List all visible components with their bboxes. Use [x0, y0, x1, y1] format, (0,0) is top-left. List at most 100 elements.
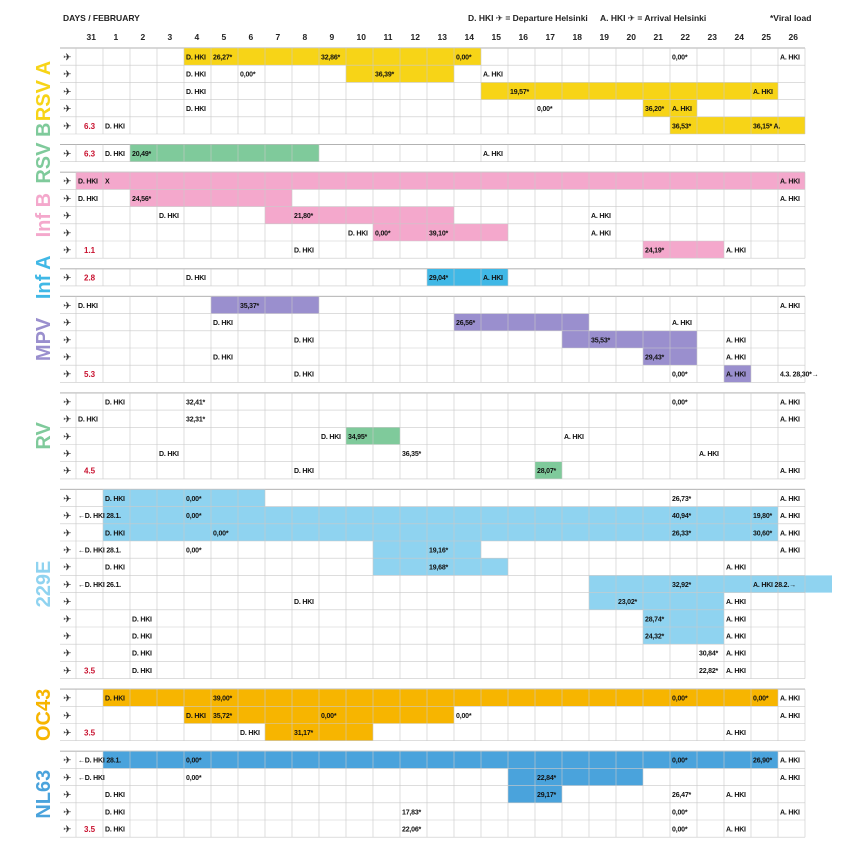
cell-text: D. HKI	[105, 399, 125, 406]
cell-text: 32,86*	[321, 55, 341, 62]
airplane-icon: ✈	[63, 246, 71, 257]
infection-bar	[643, 241, 724, 259]
day-label: 4	[195, 32, 200, 42]
onset-date: 4.5	[84, 467, 96, 476]
day-label: 9	[330, 32, 335, 42]
infection-bar	[184, 48, 481, 66]
day-label: 17	[546, 32, 556, 42]
infection-bar	[670, 116, 805, 134]
day-label: 6	[249, 32, 254, 42]
airplane-icon: ✈	[63, 194, 71, 205]
airplane-icon: ✈	[63, 694, 71, 705]
infection-bar	[103, 523, 778, 541]
cell-text: A. HKI	[780, 713, 800, 720]
airplane-icon: ✈	[63, 494, 71, 505]
cell-text: 36,20*	[645, 106, 665, 113]
cell-text: D. HKI	[294, 468, 314, 475]
cell-text: 17,83*	[402, 809, 422, 816]
day-label: 16	[519, 32, 529, 42]
cell-text: A. HKI	[564, 434, 584, 441]
legend-viral-load: *Viral load	[770, 13, 811, 23]
cell-text: D. HKI	[186, 713, 206, 720]
cell-text: A. HKI	[726, 599, 746, 606]
day-label: 26	[789, 32, 799, 42]
cell-text: 26,27*	[213, 55, 233, 62]
virus-label: OC43	[33, 689, 55, 741]
day-label: 2	[141, 32, 146, 42]
cell-text: A. HKI	[726, 792, 746, 799]
cell-text: 26,90*	[753, 758, 773, 765]
airplane-icon: ✈	[63, 666, 71, 677]
infection-bar	[373, 223, 508, 241]
airplane-icon: ✈	[63, 335, 71, 346]
cell-text: 26,47*	[672, 792, 692, 799]
airplane-icon: ✈	[63, 121, 71, 132]
infection-bar	[76, 172, 805, 190]
cell-text: D. HKI	[159, 451, 179, 458]
cell-text: 26,73*	[672, 496, 692, 503]
cell-text: 0,00*	[672, 399, 688, 406]
day-label: 1	[114, 32, 119, 42]
airplane-icon: ✈	[63, 528, 71, 539]
cell-text: 30,60*	[753, 530, 773, 537]
cell-text: D. HKI	[105, 123, 125, 130]
cell-text: D. HKI	[186, 275, 206, 282]
cell-text: ←D. HKI 26.1.	[78, 582, 121, 589]
cell-text: A. HKI	[726, 668, 746, 675]
airplane-icon: ✈	[63, 415, 71, 426]
virus-label: 229E	[33, 561, 55, 608]
airplane-icon: ✈	[63, 466, 71, 477]
cell-text: D. HKI	[159, 213, 179, 220]
chart-body: ✈ D. HKI 26,27* 32,86* 0,00* 0,00* A. HKI ✈ D. H…	[33, 47, 832, 838]
virus-label: NL63	[33, 770, 55, 819]
infection-bar	[481, 82, 778, 100]
airplane-icon: ✈	[63, 773, 71, 784]
infection-bar	[265, 206, 454, 224]
cell-text: A. HKI	[753, 89, 773, 96]
infection-bar	[535, 461, 562, 479]
days-row: 31 1 2 3 4 5 6 7 8 9 10 11 12 13 14 15 16 17 18 19 20 21 22 23 2…	[87, 32, 799, 42]
cell-text: 32,31*	[186, 417, 206, 424]
cell-text: 30,84*	[699, 651, 719, 658]
cell-text: A. HKI	[591, 230, 611, 237]
cell-text: D. HKI	[78, 303, 98, 310]
cell-text: 19,16*	[429, 548, 449, 555]
airplane-icon: ✈	[63, 756, 71, 767]
cell-text: D. HKI	[348, 230, 368, 237]
infection-bar	[103, 506, 778, 524]
cell-text: 36,35*	[402, 451, 422, 458]
airplane-icon: ✈	[63, 53, 71, 64]
virus-label: RSV A	[33, 61, 55, 121]
cell-text: 39,00*	[213, 696, 233, 703]
cell-text: A. HKI	[780, 179, 800, 186]
cell-text: 28,74*	[645, 616, 665, 623]
airplane-icon: ✈	[63, 318, 71, 329]
cell-text: D. HKI	[132, 616, 152, 623]
cell-text: D. HKI	[78, 196, 98, 203]
cell-text: X	[105, 179, 110, 186]
cell-text: D. HKI	[132, 668, 152, 675]
cell-text: 0,00*	[186, 513, 202, 520]
cell-text: A. HKI	[780, 496, 800, 503]
cell-text: 0,00*	[375, 230, 391, 237]
cell-text: 0,00*	[672, 827, 688, 834]
infection-bar	[103, 689, 778, 707]
cell-text: ←D. HKI 28.1.	[78, 548, 121, 555]
cell-text: D. HKI	[105, 827, 125, 834]
cell-text: A. HKI	[780, 548, 800, 555]
airplane-icon: ✈	[63, 432, 71, 443]
cell-text: A. HKI	[780, 417, 800, 424]
onset-date: 3.5	[84, 729, 96, 738]
cell-text: 23,02*	[618, 599, 638, 606]
day-label: 18	[573, 32, 583, 42]
airplane-icon: ✈	[63, 614, 71, 625]
cell-text: D. HKI	[105, 565, 125, 572]
cell-text: D. HKI	[186, 55, 206, 62]
cell-text: A. HKI	[483, 275, 503, 282]
cell-text: 26,33*	[672, 530, 692, 537]
day-label: 12	[411, 32, 421, 42]
airplane-icon: ✈	[63, 807, 71, 818]
cell-text: 4.3. 28,30*→	[780, 372, 818, 379]
cell-text: 0,00*	[672, 809, 688, 816]
